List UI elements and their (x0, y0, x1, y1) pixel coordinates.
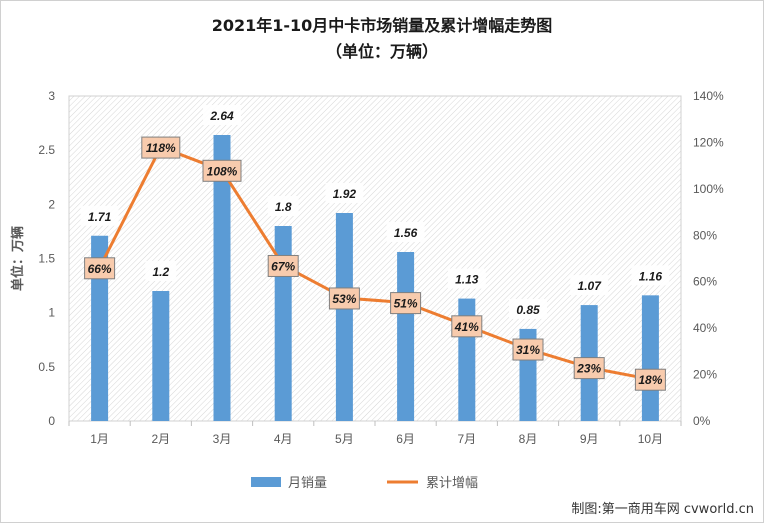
bar-label-background (509, 298, 547, 319)
bar-label-background (267, 196, 299, 216)
point-data-label: 53% (332, 292, 356, 306)
bar (91, 235, 109, 421)
y-left-tick-label: 2 (48, 197, 55, 211)
y-axis-title: 单位：万辆 (10, 226, 26, 291)
x-tick-label: 3月 (213, 432, 232, 446)
y-left-tick-label: 3 (48, 89, 55, 103)
point-label-box (573, 357, 605, 380)
y-left-tick-label: 1 (48, 306, 55, 320)
bar-data-label: 1.56 (394, 226, 418, 240)
point-label-box (512, 338, 544, 361)
chart-credit: 制图:第一商用车网 cvworld.cn (571, 502, 754, 517)
bar (213, 135, 231, 421)
bar-label-background (80, 205, 119, 226)
x-tick-label: 6月 (396, 432, 415, 446)
point-label-box (84, 257, 116, 280)
point-label-box (141, 136, 181, 159)
y-right-tick-label: 140% (693, 89, 724, 103)
point-data-label: 41% (454, 320, 479, 334)
point-data-label: 118% (146, 141, 176, 155)
y-right-tick-label: 120% (693, 135, 724, 149)
point-data-label: 31% (516, 343, 540, 357)
y-right-tick-label: 80% (693, 228, 717, 242)
point-label-box (634, 368, 666, 391)
y-right-tick-label: 40% (693, 321, 717, 335)
x-tick-label: 2月 (151, 432, 170, 446)
bar-data-label: 2.64 (209, 109, 234, 123)
bar-data-label: 1.71 (88, 210, 112, 224)
y-left-tick-label: 1.5 (38, 252, 55, 266)
bar-label-background (325, 183, 364, 203)
bar (335, 213, 353, 421)
bar-data-label: 1.2 (152, 265, 169, 279)
point-label-box (267, 254, 299, 277)
bar (641, 295, 659, 421)
y-left-tick-label: 0.5 (38, 360, 55, 374)
point-label-box (328, 287, 360, 310)
growth-line (98, 145, 651, 381)
bar-data-label: 1.13 (455, 273, 479, 287)
bar-label-background (631, 265, 670, 286)
point-data-label: 18% (638, 373, 662, 387)
y-right-tick-label: 100% (693, 182, 724, 196)
legend-bar-label: 月销量 (288, 476, 327, 491)
point-data-label: 66% (88, 262, 112, 276)
bar (397, 252, 415, 421)
bar (152, 291, 170, 421)
x-tick-label: 9月 (580, 432, 599, 446)
bar-data-label: 0.85 (516, 303, 540, 317)
legend-line-label: 累计增幅 (426, 476, 478, 491)
y-right-tick-label: 60% (693, 275, 717, 289)
point-label-box (202, 159, 242, 182)
x-tick-label: 8月 (519, 432, 538, 446)
bar-data-label: 1.8 (275, 200, 292, 214)
bar-label-background (386, 222, 425, 242)
point-data-label: 67% (271, 259, 295, 273)
x-tick-label: 1月 (90, 432, 109, 446)
point-data-label: 23% (576, 362, 601, 376)
y-left-tick-label: 2.5 (38, 143, 55, 157)
y-left-tick-label: 0 (48, 414, 55, 428)
bar-label-background (447, 268, 486, 289)
x-tick-label: 7月 (457, 432, 476, 446)
y-right-tick-label: 20% (693, 368, 717, 382)
x-tick-label: 10月 (638, 432, 663, 446)
x-tick-label: 5月 (335, 432, 354, 446)
chart-title: 2021年1-10月中卡市场销量及累计增幅走势图 (211, 16, 553, 35)
chart-subtitle: （单位：万辆） (325, 42, 438, 61)
point-data-label: 51% (394, 297, 418, 311)
point-data-label: 108% (207, 164, 238, 178)
y-right-tick-label: 0% (693, 414, 711, 428)
bar-label-background (203, 105, 241, 125)
x-tick-label: 4月 (274, 432, 293, 446)
bar-data-label: 1.92 (333, 187, 357, 201)
point-label-box (390, 292, 422, 315)
bar-label-background (145, 261, 177, 281)
point-label-box (451, 315, 483, 338)
bar-label-background (570, 275, 609, 296)
legend-bar-swatch (251, 477, 281, 487)
bar-data-label: 1.16 (639, 269, 663, 283)
bar-data-label: 1.07 (578, 279, 603, 293)
